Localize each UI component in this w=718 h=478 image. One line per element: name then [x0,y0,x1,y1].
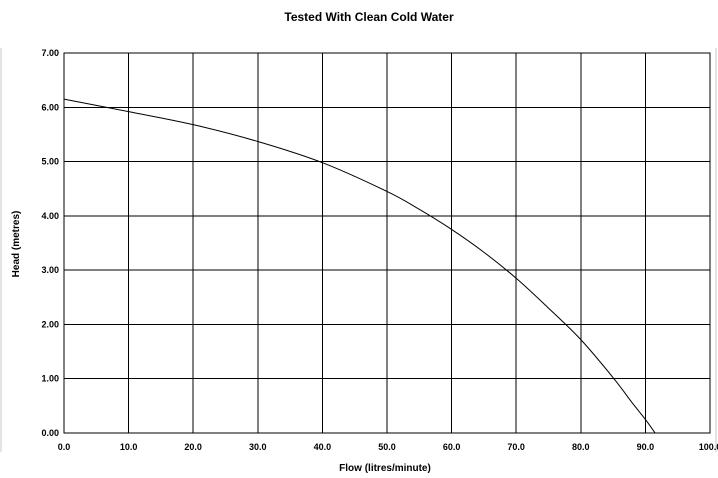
y-tick-label: 3.00 [41,265,59,275]
x-tick-label: 10.0 [120,442,138,452]
x-tick-label: 30.0 [249,442,267,452]
grid-layer [63,52,711,434]
y-tick-label: 5.00 [41,157,59,167]
head-flow-curve [63,98,656,434]
plot-area-frame [63,52,711,434]
x-tick-label: 0.0 [58,442,71,452]
y-axis-label: Head (metres) [11,211,22,278]
x-tick-label: 80.0 [572,442,590,452]
series-layer [63,98,656,434]
x-tick-label: 70.0 [507,442,525,452]
chart-title: Tested With Clean Cold Water [284,10,454,24]
y-tick-label: 7.00 [41,48,59,58]
x-tick-label: 40.0 [314,442,332,452]
tick-label-layer: 0.0 10.0 20.0 30.0 40.0 50.0 60.0 70.0 80.0 90.0 1… [41,48,718,452]
y-tick-label: 1.00 [41,374,59,384]
y-tick-label: 4.00 [41,211,59,221]
x-tick-label: 60.0 [443,442,461,452]
x-tick-label: 50.0 [378,442,396,452]
x-axis-label: Flow (litres/minute) [339,463,431,474]
y-tick-label: 2.00 [41,319,59,329]
x-tick-label: 20.0 [184,442,202,452]
y-tick-label: 0.00 [41,428,59,438]
y-tick-label: 6.00 [41,102,59,112]
x-tick-label: 100.0 [699,442,718,452]
x-tick-label: 90.0 [637,442,655,452]
